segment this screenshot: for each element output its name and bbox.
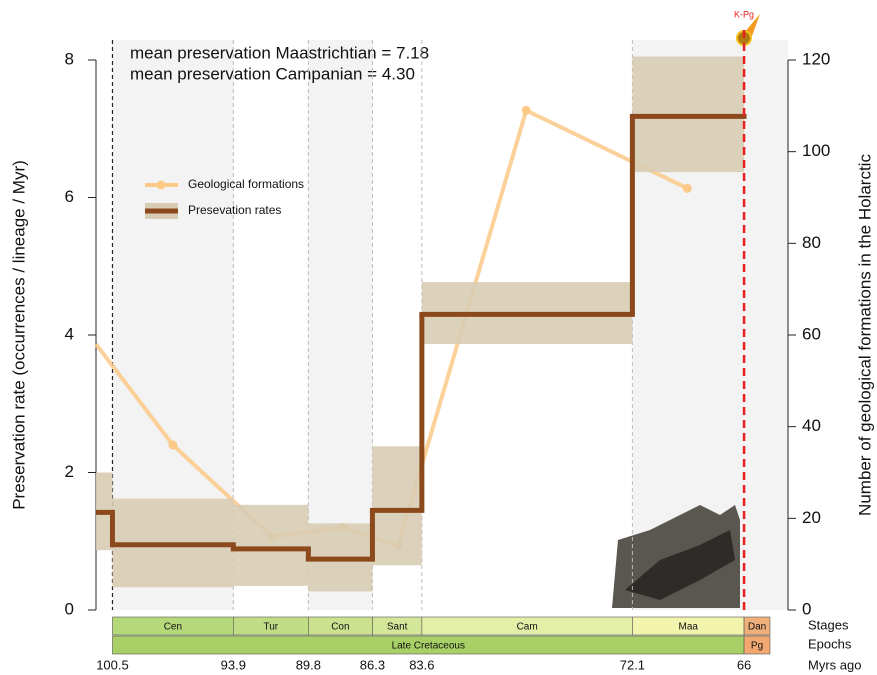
x-tick-label: 83.6 xyxy=(409,657,434,672)
row-label: Epochs xyxy=(808,636,852,651)
stage-label: Maa xyxy=(679,622,699,633)
confidence-band xyxy=(233,504,309,586)
formation-point xyxy=(521,105,531,115)
x-tick-label: 66 xyxy=(737,657,751,672)
stage-label: Sant xyxy=(387,622,408,633)
y2-tick-label: 20 xyxy=(802,508,821,527)
confidence-band xyxy=(372,446,422,566)
epoch-label: Late Cretaceous xyxy=(392,641,465,652)
y2-tick-label: 100 xyxy=(802,141,830,160)
stage-shading xyxy=(744,40,788,610)
event-label: K-Pg xyxy=(734,9,754,19)
formation-point xyxy=(682,183,692,193)
y-tick-label: 0 xyxy=(65,599,74,618)
x-axis-label: Myrs ago xyxy=(808,657,861,672)
y-tick-label: 2 xyxy=(65,462,74,481)
annotation: mean preservation Maastrichtian = 7.18 xyxy=(130,43,429,62)
x-tick-label: 72.1 xyxy=(620,657,645,672)
x-tick-label: 89.8 xyxy=(296,657,321,672)
y-tick-label: 6 xyxy=(65,187,74,206)
y-axis-label: Preservation rate (occurrences / lineage… xyxy=(9,160,28,510)
stage-box xyxy=(743,616,771,636)
formation-point xyxy=(168,440,178,450)
y-tick-label: 8 xyxy=(65,49,74,68)
legend-label: Geological formations xyxy=(188,177,304,191)
stage-label: Cam xyxy=(517,622,538,633)
annotation: mean preservation Campanian = 4.30 xyxy=(130,64,415,83)
legend-label: Presevation rates xyxy=(188,203,281,217)
legend-marker xyxy=(156,180,166,190)
x-tick-label: 100.5 xyxy=(96,657,129,672)
y2-tick-label: 0 xyxy=(802,599,811,618)
stage-label: Tur xyxy=(264,622,279,633)
x-tick-label: 86.3 xyxy=(360,657,385,672)
epoch-label: Pg xyxy=(751,641,763,652)
y2-tick-label: 60 xyxy=(802,324,821,343)
y2-tick-label: 80 xyxy=(802,233,821,252)
fossil-photo xyxy=(612,505,740,608)
stage-label: Cen xyxy=(164,622,182,633)
y2-tick-label: 40 xyxy=(802,416,821,435)
y-tick-label: 4 xyxy=(65,324,74,343)
stage-label: Con xyxy=(331,622,349,633)
epoch-box xyxy=(743,635,771,655)
y2-axis-label: Number of geological formations in the H… xyxy=(855,154,874,516)
y2-tick-label: 120 xyxy=(802,49,830,68)
stage-label: Dan xyxy=(748,622,766,633)
x-tick-label: 93.9 xyxy=(221,657,246,672)
stage-shading xyxy=(308,40,373,610)
row-label: Stages xyxy=(808,617,849,632)
